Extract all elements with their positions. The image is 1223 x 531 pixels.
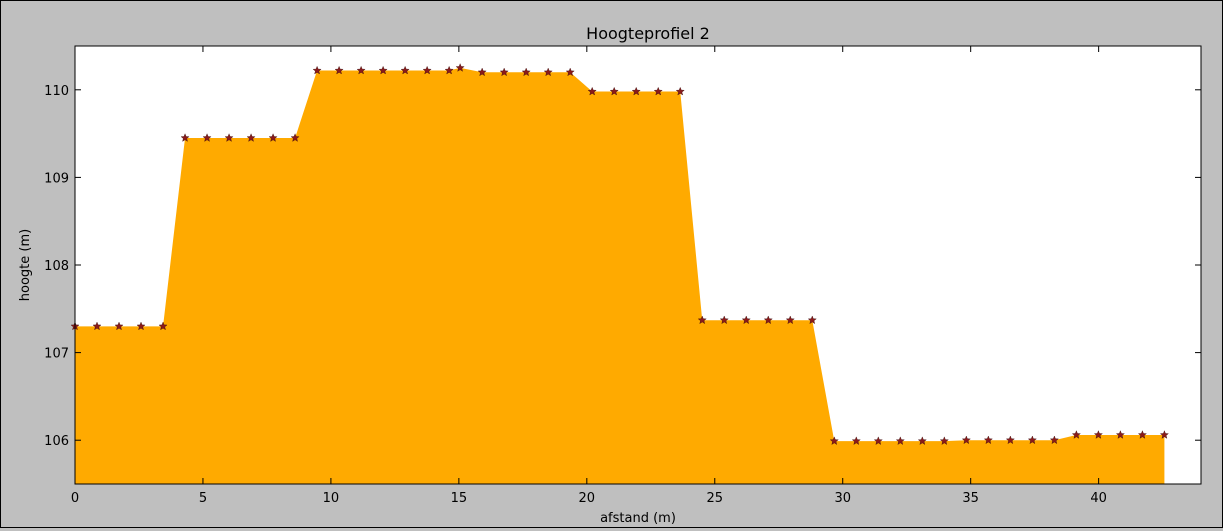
data-point-marker [334,65,344,75]
y-axis-label: hoogte (m) [18,229,33,301]
data-point-marker [1005,435,1015,445]
data-point-marker [851,436,861,445]
x-tick-label: 0 [71,491,79,506]
elevation-area [75,67,1165,485]
x-tick-label: 15 [451,491,468,506]
data-point-marker [136,321,146,331]
data-point-marker [312,65,322,75]
data-point-marker [763,315,773,325]
data-point-marker [92,321,102,331]
data-point-marker [1115,430,1125,439]
data-point-marker [609,86,619,96]
data-point-marker [543,67,553,77]
data-point-marker [1027,435,1037,445]
data-point-marker [158,321,168,331]
data-point-marker [807,315,817,325]
x-axis-label: afstand (m) [600,511,676,526]
data-point-marker [1159,430,1169,439]
data-point-marker [719,315,729,325]
data-point-marker [246,133,256,142]
x-tick-label: 40 [1090,491,1107,506]
data-point-marker [895,436,905,445]
chart-title: Hoogteprofiel 2 [586,24,710,43]
data-point-marker [290,133,300,142]
y-tick-label: 106 [44,434,69,449]
data-point-marker [829,436,839,445]
data-point-marker [444,65,454,75]
data-point-marker [697,315,707,325]
x-tick-label: 35 [962,491,979,506]
data-point-marker [400,65,410,75]
x-tick-label: 25 [706,491,723,506]
data-point-marker [961,435,971,445]
data-point-marker [268,133,278,142]
data-point-marker [653,86,663,96]
data-point-marker [1071,430,1081,439]
data-point-marker [675,86,685,96]
x-tick-label: 10 [323,491,340,506]
data-point-marker [422,65,432,75]
data-point-marker [1049,435,1059,445]
data-point-marker [455,63,465,72]
data-point-marker [785,315,795,325]
data-point-marker [565,67,575,77]
data-point-marker [939,436,949,445]
x-tick-label: 20 [579,491,596,506]
data-point-marker [521,67,531,77]
data-point-marker [224,133,234,142]
x-tick-label: 30 [834,491,851,506]
data-point-marker [378,65,388,75]
data-point-marker [587,86,597,96]
y-tick-label: 109 [44,171,69,186]
data-point-marker [1093,430,1103,439]
data-point-marker [356,65,366,75]
data-point-marker [631,86,641,96]
data-point-marker [477,67,487,77]
data-point-marker [741,315,751,325]
data-point-marker [114,321,124,331]
data-point-marker [983,435,993,445]
y-tick-label: 108 [44,259,69,274]
data-point-marker [499,67,509,77]
data-point-marker [917,436,927,445]
data-point-marker [1137,430,1147,439]
x-tick-label: 5 [199,491,207,506]
y-tick-label: 107 [44,347,69,362]
y-tick-label: 110 [44,84,69,99]
data-point-marker [202,133,212,142]
data-point-marker [873,436,883,445]
data-point-marker [180,133,190,142]
